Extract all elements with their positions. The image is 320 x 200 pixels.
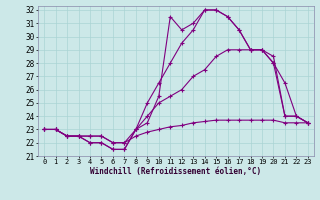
X-axis label: Windchill (Refroidissement éolien,°C): Windchill (Refroidissement éolien,°C) — [91, 167, 261, 176]
